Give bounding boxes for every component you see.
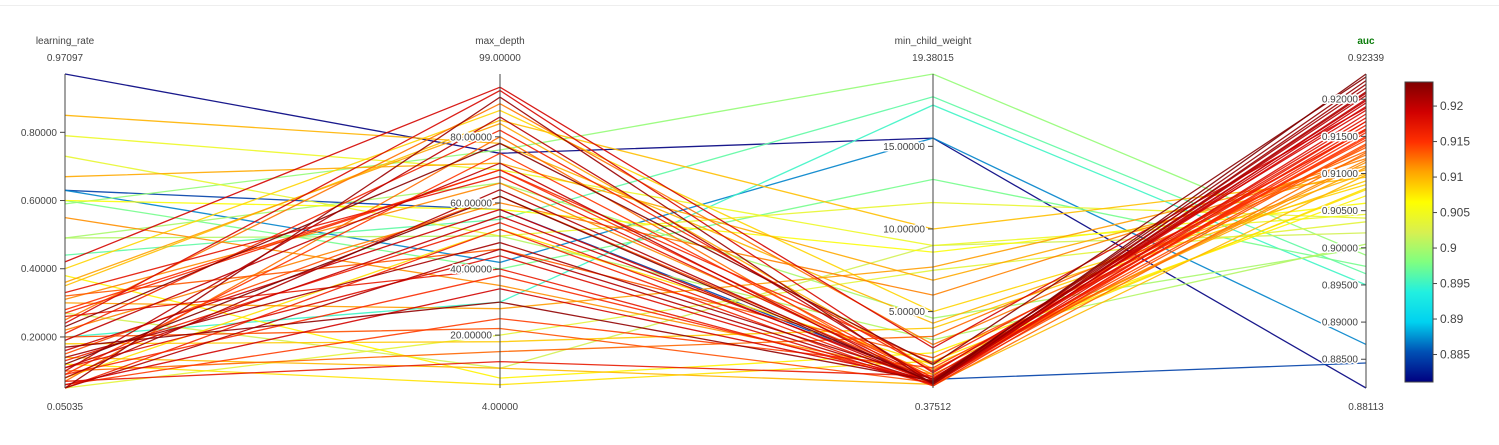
axis-tick-label: 0.80000 xyxy=(21,128,58,139)
trial-lines xyxy=(64,73,1367,389)
colorbar-gradient xyxy=(1404,81,1434,383)
top-divider xyxy=(0,5,1499,6)
axis-tick-label: 0.90000 xyxy=(1322,243,1359,254)
trial-line xyxy=(64,128,1367,372)
axis-tick-label: 20.00000 xyxy=(450,331,492,342)
trial-line xyxy=(64,100,1367,381)
axis-tick-label: 0.91000 xyxy=(1322,169,1359,180)
axis-tick-label: 0.90500 xyxy=(1322,206,1359,217)
colorbar-tick-label: 0.91 xyxy=(1440,170,1464,184)
axis-min-label: 4.00000 xyxy=(482,402,519,413)
colorbar: 0.885 0.89 0.895 0.9 0.905 0.91 0.915 0.92 xyxy=(1404,81,1470,383)
axis-tick-label: 5.00000 xyxy=(889,307,926,318)
trial-line xyxy=(64,120,1367,385)
axis-min-child-weight[interactable]: min_child_weight 19.38015 0.37512 5.00000 10… xyxy=(882,36,972,413)
trial-line xyxy=(64,73,1367,384)
axes: learning_rate 0.97097 0.05035 0.20000 0.4000… xyxy=(19,36,1385,413)
axis-tick-label: 40.00000 xyxy=(450,265,492,276)
axis-tick-label: 0.88500 xyxy=(1322,355,1359,366)
axis-tick-label: 0.40000 xyxy=(21,264,58,275)
axis-tick-label: 15.00000 xyxy=(883,142,925,153)
trial-line xyxy=(64,104,1367,338)
colorbar-tick-label: 0.89 xyxy=(1440,312,1464,326)
trial-line xyxy=(64,73,1367,389)
axis-tick-label: 0.91500 xyxy=(1322,132,1359,143)
trial-line xyxy=(64,195,1367,379)
colorbar-tick-label: 0.905 xyxy=(1440,206,1470,220)
trial-line xyxy=(64,139,1367,386)
trial-line xyxy=(64,129,1367,364)
axis-tick-label: 0.60000 xyxy=(21,196,58,207)
axis-min-label: 0.37512 xyxy=(915,402,952,413)
trial-line xyxy=(64,232,1367,369)
trial-line xyxy=(64,83,1367,389)
trial-line xyxy=(64,113,1367,386)
axis-tick-label: 80.00000 xyxy=(450,132,492,143)
axis-tick-label: 60.00000 xyxy=(450,198,492,209)
trial-line xyxy=(64,187,1367,379)
trial-line xyxy=(64,87,1367,381)
trial-line xyxy=(64,189,1367,386)
trial-line xyxy=(64,162,1367,281)
colorbar-tick-label: 0.9 xyxy=(1440,241,1457,255)
colorbar-tick-label: 0.885 xyxy=(1440,348,1470,362)
axis-max-depth[interactable]: max_depth 99.00000 4.00000 20.00000 40.00000… xyxy=(449,36,525,413)
axis-title[interactable]: auc xyxy=(1357,36,1375,47)
axis-auc[interactable]: auc 0.92339 0.88113 0.88500 0.89000 0.89500 0.… xyxy=(1320,36,1385,413)
trial-line xyxy=(64,155,1367,237)
axis-min-label: 0.88113 xyxy=(1348,402,1384,413)
axis-tick-label: 0.92000 xyxy=(1322,95,1359,106)
trial-line xyxy=(64,144,1367,384)
axis-tick-label: 10.00000 xyxy=(883,224,925,235)
axis-learning-rate[interactable]: learning_rate 0.97097 0.05035 0.20000 0.4000… xyxy=(19,36,95,413)
colorbar-tick-label: 0.92 xyxy=(1440,99,1464,113)
axis-title[interactable]: learning_rate xyxy=(36,36,95,47)
trial-line xyxy=(64,86,1367,349)
axis-title[interactable]: max_depth xyxy=(475,36,524,47)
axis-min-label: 0.05035 xyxy=(47,402,84,413)
axis-max-label: 99.00000 xyxy=(479,53,521,64)
trial-line xyxy=(64,76,1367,366)
axis-title[interactable]: min_child_weight xyxy=(895,36,972,47)
trial-line xyxy=(64,128,1367,389)
trial-line xyxy=(64,98,1367,386)
trial-line xyxy=(64,143,1367,381)
axis-tick-label: 0.20000 xyxy=(21,332,58,343)
colorbar-tick-label: 0.915 xyxy=(1440,135,1470,149)
trial-line xyxy=(64,189,1367,380)
trial-line xyxy=(64,135,1367,247)
trial-line xyxy=(64,174,1367,385)
trial-line xyxy=(64,106,1367,386)
trial-line xyxy=(64,73,1367,256)
axis-max-label: 0.92339 xyxy=(1348,53,1385,64)
axis-tick-label: 0.89000 xyxy=(1322,318,1359,329)
trial-line xyxy=(64,91,1367,384)
axis-tick-label: 0.89500 xyxy=(1322,280,1359,291)
axis-max-label: 19.38015 xyxy=(912,53,954,64)
colorbar-tick-label: 0.895 xyxy=(1440,277,1470,291)
axis-max-label: 0.97097 xyxy=(47,53,84,64)
trial-line xyxy=(64,80,1367,382)
trial-line xyxy=(64,136,1367,387)
